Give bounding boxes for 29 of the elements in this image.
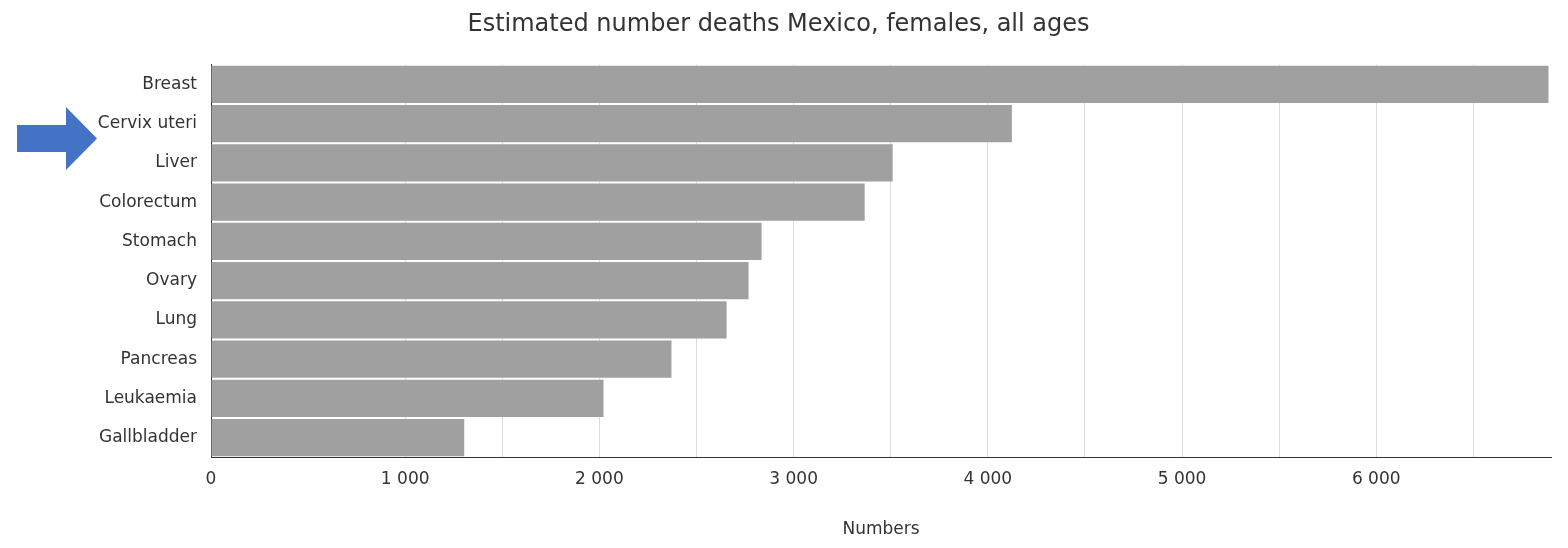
bar [211,222,762,261]
bar [211,340,672,378]
y-tick-label: Cervix uteri [97,112,197,133]
bar [211,144,893,182]
bar [211,379,604,417]
y-tick-label: Breast [142,72,198,93]
bar [211,183,865,221]
y-tick-label: Leukaemia [104,386,197,407]
bar [211,418,465,457]
y-tick-label: Gallbladder [99,426,198,446]
bar [211,301,727,339]
x-tick-label: 5 000 [1157,467,1207,488]
x-tick-label: 1 000 [380,467,430,488]
x-tick-label: 6 000 [1351,467,1401,488]
y-tick-label: Ovary [146,269,197,290]
x-tick-label: 3 000 [769,467,818,488]
x-axis-title: Numbers [842,518,920,539]
y-tick-label: Pancreas [120,347,198,368]
y-tick-label: Lung [155,308,197,329]
bar [211,261,749,300]
bar [211,65,1549,104]
chart-title: Estimated number deaths Mexico, females, all ages [467,8,1090,37]
x-tick-label: 4 000 [963,467,1013,488]
y-tick-label: Stomach [122,229,197,250]
y-tick-label: Liver [155,151,198,172]
x-tick-label: 0 [205,467,217,488]
x-tick-label: 2 000 [575,467,624,488]
y-tick-label: Colorectum [99,190,197,211]
bar [211,105,1012,143]
